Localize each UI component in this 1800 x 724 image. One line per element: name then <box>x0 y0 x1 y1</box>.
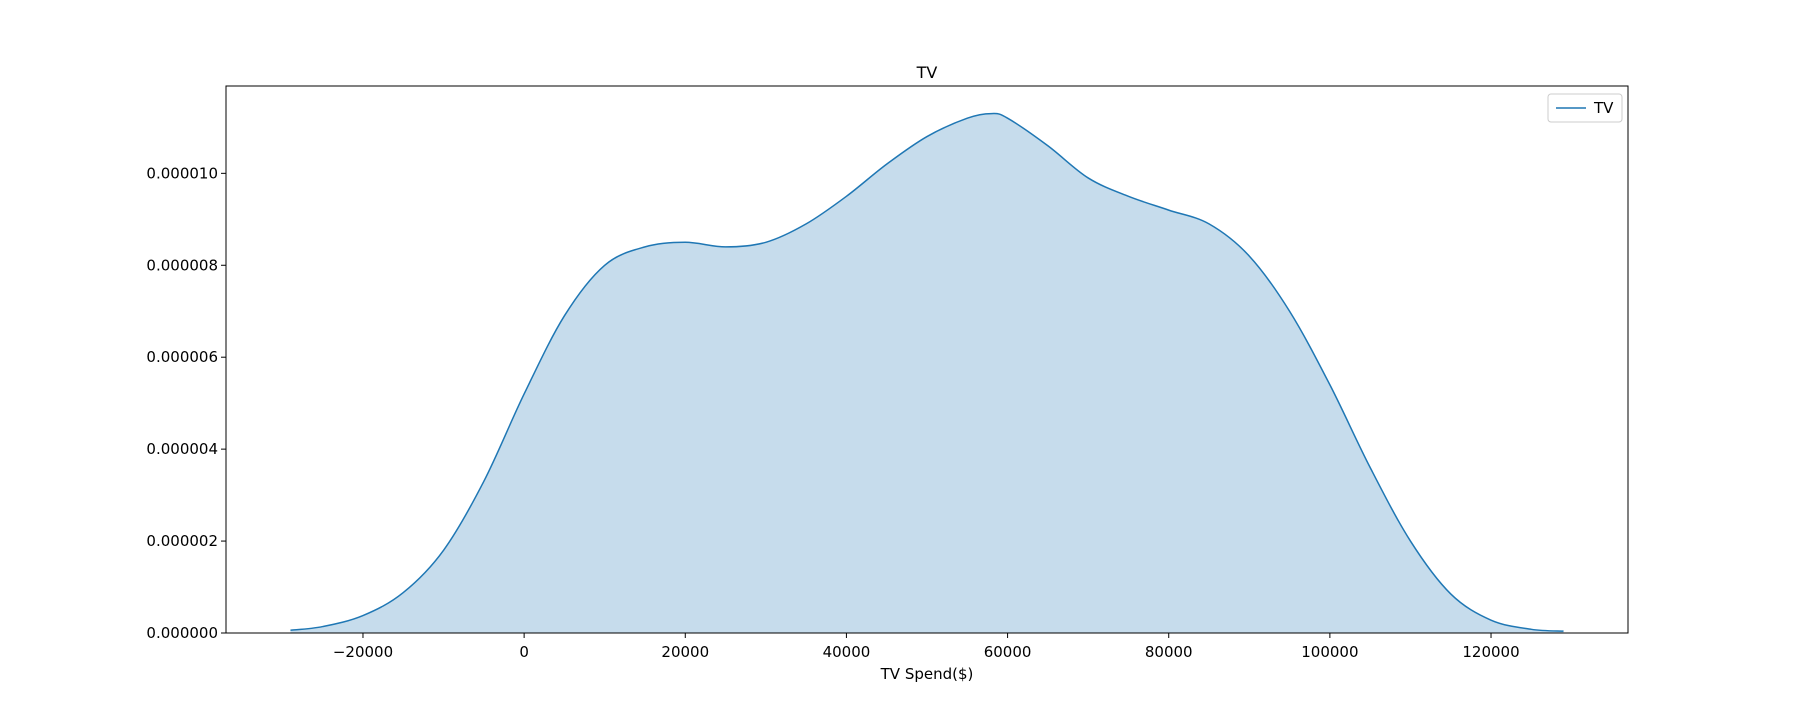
y-tick-label: 0.000008 <box>146 256 218 274</box>
series-area-0 <box>290 113 1564 634</box>
x-tick-label: 0 <box>519 643 529 661</box>
x-axis-label: TV Spend($) <box>880 665 974 683</box>
x-tick-label: 20000 <box>661 643 709 661</box>
x-tick-label: 40000 <box>823 643 871 661</box>
chart-title: TV <box>916 63 938 82</box>
y-tick-label: 0.000006 <box>146 348 218 366</box>
legend[interactable]: TV <box>1547 93 1623 123</box>
plot-frame <box>225 85 1629 634</box>
x-tick-label: 120000 <box>1462 643 1519 661</box>
y-axis-ticks: 0.000000 0.000002 0.000004 0.000006 0.000008… <box>146 164 226 642</box>
x-axis-ticks: −20000 0 20000 40000 60000 80000 100000 120000 <box>333 633 1520 661</box>
x-tick-label: 80000 <box>1145 643 1193 661</box>
y-tick-label: 0.000000 <box>146 624 218 642</box>
series-line-0 <box>290 112 1564 632</box>
plot-layer <box>290 112 1564 634</box>
y-tick-label: 0.000004 <box>146 440 218 458</box>
y-tick-label: 0.000010 <box>146 164 218 182</box>
y-tick-label: 0.000002 <box>146 532 218 550</box>
legend-label: TV <box>1593 99 1614 117</box>
x-tick-label: 60000 <box>984 643 1032 661</box>
x-tick-label: 100000 <box>1301 643 1358 661</box>
x-tick-label: −20000 <box>333 643 393 661</box>
